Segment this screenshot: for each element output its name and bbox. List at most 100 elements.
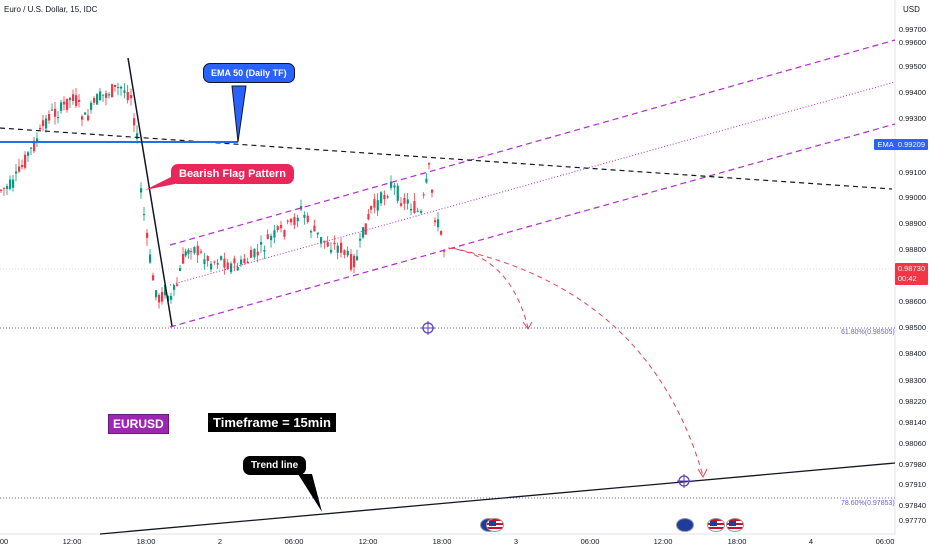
candle-body [437,219,440,228]
candle-body [293,216,296,226]
candle-body [114,84,117,87]
time-axis-label: 06:00 [580,537,600,546]
current-price-countdown: 00:42 [897,274,917,283]
candle-body [54,108,57,117]
candle-body [96,94,99,105]
candle-body [190,251,193,253]
candle-body [443,250,446,252]
candle-body [158,294,161,303]
price-axis-label: 0.99000 [898,193,926,202]
price-axis-label: 0.99600 [898,38,926,47]
us-flag-icon[interactable] [707,518,725,532]
candle-body [440,230,443,235]
candle-body [240,259,243,265]
candle-body [102,94,105,96]
candle-body [367,213,370,220]
candle-body [120,86,123,89]
price-axis-label: 0.97910 [898,480,926,489]
time-axis-label: 12:00 [62,537,82,546]
candle-body [216,263,219,265]
candle-body [69,97,72,101]
candle-body [403,197,406,204]
candle-body [346,250,349,256]
candle-body [359,238,362,241]
candle-body [246,261,249,263]
candle-body [78,99,81,102]
candle-body [270,235,273,241]
candle-body [33,140,36,152]
candle-body [27,152,30,156]
candle-body [170,296,173,300]
us-flag-icon[interactable] [726,518,744,532]
candle-body [266,234,269,239]
candle-body [155,290,158,298]
candle-body [123,90,126,93]
symbol-label: EURUSD [108,414,169,434]
us-flag-icon[interactable] [486,518,504,532]
candle-body [6,186,9,189]
price-axis-label: 0.99300 [898,114,926,123]
candle-body [425,178,428,183]
price-axis-label: 0.99100 [898,168,926,177]
candle-body [3,187,6,189]
candle-body [220,256,223,260]
candle-body [323,240,326,243]
candle-body [380,192,383,204]
candle-body [273,230,276,238]
candlestick-series [0,82,446,309]
time-axis-label: 06:00 [284,537,304,546]
arrowhead-2 [697,468,708,479]
projection-arc-2 [451,247,704,477]
candle-body [303,214,306,218]
candle-body [326,242,329,247]
price-axis-label: 0.99700 [898,25,926,34]
time-axis-label: 00 [0,537,9,546]
candle-body [296,217,299,222]
candle-body [316,232,319,235]
candle-body [133,118,136,126]
candle-body [396,185,399,201]
candle-body [9,179,12,189]
candle-body [434,220,437,223]
candle-body [226,262,229,270]
candle-body [413,201,416,213]
candle-body [66,98,69,110]
candle-body [173,284,176,290]
channel-upper [169,39,896,246]
price-axis-label: 0.97980 [898,460,926,469]
candle-body [280,224,283,229]
trend-line-callout: Trend line [243,456,307,475]
candle-body [210,263,213,270]
candle-body [187,249,190,254]
current-price-tag: 0.98730 00:42 [894,263,928,285]
trend-callout-pointer [298,474,322,512]
candle-body [373,199,376,208]
ema-callout: EMA 50 (Daily TF) [203,63,295,83]
candle-body [18,166,21,172]
candle-body [136,133,139,140]
candle-body [149,254,152,263]
candle-body [182,254,185,264]
candle-body [51,109,54,111]
candle-body [350,254,353,270]
price-axis-label: 0.98600 [898,297,926,306]
candle-body [260,242,263,245]
time-axis-label: 18:00 [136,537,156,546]
projection-arc-1 [447,247,529,329]
time-axis-label: 4 [808,537,814,546]
candle-body [15,171,18,174]
candle-body [57,117,60,119]
candle-body [386,196,389,198]
candle-body [431,189,434,193]
eu-flag-icon[interactable] [676,518,694,532]
ema-tag-name: EMA [877,140,894,149]
candle-body [410,208,413,211]
candle-body [223,258,226,268]
candle-body [196,245,199,256]
candle-body [179,268,182,271]
candle-body [140,188,143,193]
candle-body [30,147,33,149]
target-marker-icon [677,474,691,488]
price-axis-label: 0.97840 [898,501,926,510]
